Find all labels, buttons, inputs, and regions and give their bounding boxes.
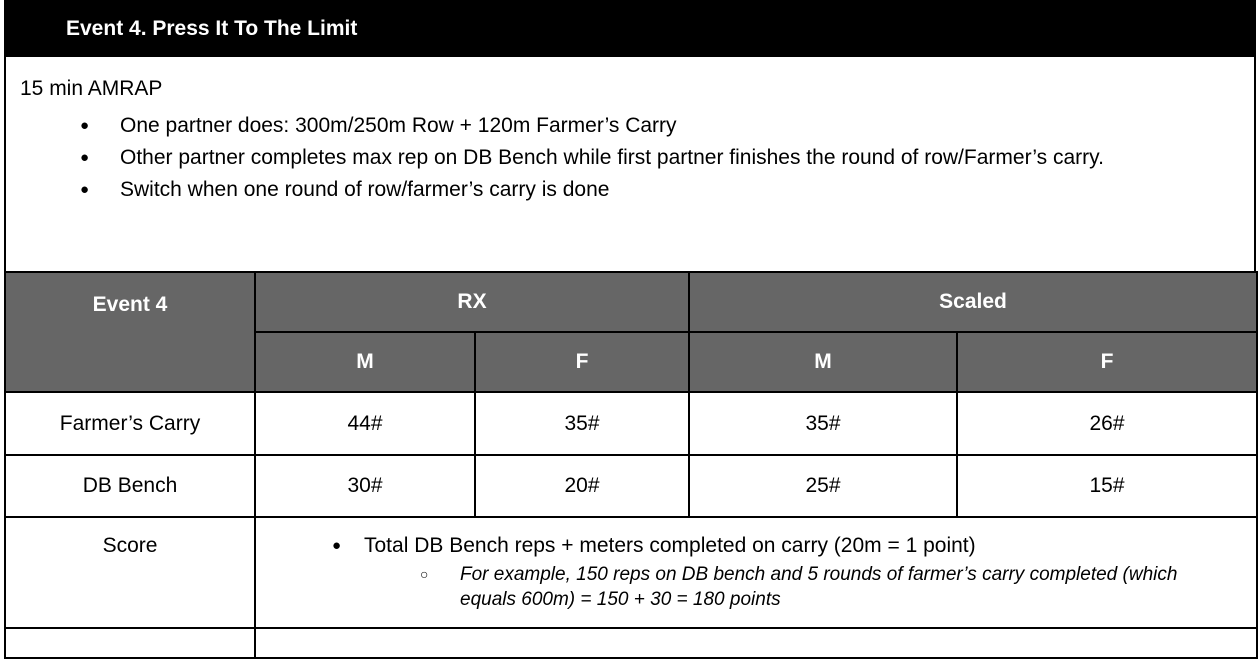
table-row <box>4 627 1258 659</box>
subheader: M <box>688 331 958 393</box>
cell: 25# <box>688 454 958 518</box>
cell: 30# <box>254 454 476 518</box>
cell: 35# <box>474 391 690 456</box>
table-row: DB Bench 30# 20# 25# 15# <box>4 454 1258 518</box>
subheader: F <box>956 331 1258 393</box>
weights-table: Event 4 RX Scaled M F M F Farmer’s Carry… <box>4 271 1258 659</box>
instruction-list: One partner does: 300m/250m Row + 120m F… <box>80 110 1160 206</box>
event-title-bar: Event 4. Press It To The Limit <box>4 0 1256 57</box>
row-label: Score <box>4 516 256 629</box>
cell: 35# <box>688 391 958 456</box>
subheader: F <box>474 331 690 393</box>
event-title: Event 4. Press It To The Limit <box>66 17 358 40</box>
score-rule: Total DB Bench reps + meters completed o… <box>256 534 1256 558</box>
instruction-item: Switch when one round of row/farmer’s ca… <box>80 174 1160 206</box>
event-description: 15 min AMRAP One partner does: 300m/250m… <box>4 57 1256 273</box>
subheader: M <box>254 331 476 393</box>
score-description: Total DB Bench reps + meters completed o… <box>254 516 1258 629</box>
table-row: Farmer’s Carry 44# 35# 35# 26# <box>4 391 1258 456</box>
empty-cell <box>4 627 256 659</box>
cell: 15# <box>956 454 1258 518</box>
score-row: Score Total DB Bench reps + meters compl… <box>4 516 1258 629</box>
row-label: Farmer’s Carry <box>4 391 256 456</box>
instruction-item: One partner does: 300m/250m Row + 120m F… <box>80 110 1160 142</box>
instruction-item: Other partner completes max rep on DB Be… <box>80 142 1160 174</box>
cell: 44# <box>254 391 476 456</box>
row-label: DB Bench <box>4 454 256 518</box>
corner-header: Event 4 <box>4 271 256 393</box>
cell: 20# <box>474 454 690 518</box>
group-header-rx: RX <box>254 271 690 333</box>
cell: 26# <box>956 391 1258 456</box>
empty-cell <box>254 627 1258 659</box>
group-header-scaled: Scaled <box>688 271 1258 333</box>
score-example: For example, 150 reps on DB bench and 5 … <box>256 562 1200 612</box>
workout-format: 15 min AMRAP <box>20 77 163 100</box>
